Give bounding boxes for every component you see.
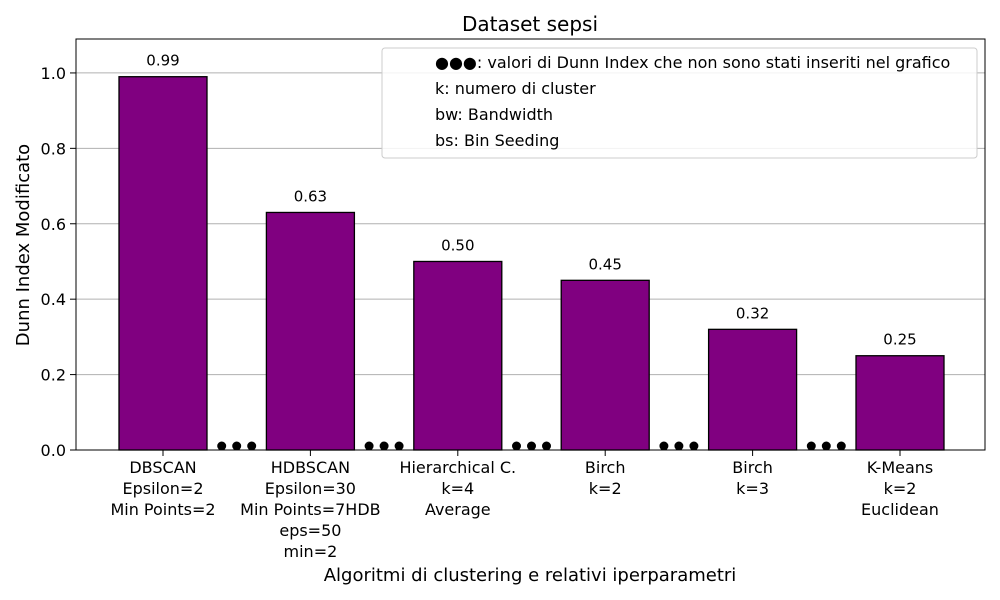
x-tick-label: Epsilon=2 (122, 479, 203, 498)
y-tick-label: 0.2 (41, 366, 66, 385)
x-tick-label: k=2 (589, 479, 622, 498)
gap-marker-dot (659, 441, 669, 451)
gap-markers (217, 441, 846, 451)
y-axis-label: Dunn Index Modificato (13, 144, 34, 346)
x-tick-label: HDBSCAN (271, 458, 350, 477)
x-tick-label: Birch (585, 458, 626, 477)
x-axis-label: Algoritmi di clustering e relativi iperp… (324, 565, 737, 586)
x-tick-label: eps=50 (279, 521, 341, 540)
gap-marker-dot (217, 441, 227, 451)
y-axis: 0.0 0.2 0.4 0.6 0.8 1.0 (41, 64, 76, 460)
legend-entry: bw: Bandwidth (435, 105, 553, 124)
legend-box (381, 47, 978, 159)
bar-value-label: 0.63 (294, 187, 327, 205)
x-tick-label: Hierarchical C. (399, 458, 516, 477)
gap-marker-dot (512, 441, 521, 451)
x-tick-label: Euclidean (861, 500, 939, 519)
y-tick-label: 0.8 (41, 139, 66, 158)
gap-marker-dot (674, 441, 684, 451)
plot-area (75, 38, 986, 451)
legend: ●●●: valori di Dunn Index che non sono s… (381, 47, 978, 159)
gap-marker-dot (247, 441, 257, 451)
x-tick-label: k=3 (736, 479, 769, 498)
y-tick-label: 1.0 (41, 64, 66, 83)
bar-value-label: 0.50 (441, 236, 474, 254)
y-tick-label: 0.4 (41, 290, 66, 309)
x-tick-label: Epsilon=30 (265, 479, 356, 498)
bar (855, 355, 945, 451)
chart-title: Dataset sepsi (462, 12, 598, 36)
bar (413, 260, 503, 451)
bar (265, 211, 356, 451)
x-tick-label: min=2 (284, 542, 338, 561)
gap-marker-dot (821, 441, 831, 451)
y-tick-label: 0.0 (41, 441, 66, 460)
gap-marker-dot (394, 441, 404, 451)
bar-value-label: 0.32 (736, 304, 769, 322)
x-tick-label: k=2 (884, 479, 917, 498)
x-tick-label: Birch (732, 458, 773, 477)
bar-value-label: 0.25 (883, 331, 916, 349)
y-tick-label: 0.6 (41, 215, 66, 234)
bar-value-label: 0.99 (146, 52, 179, 70)
x-tick-label: DBSCAN (129, 458, 196, 477)
gap-marker-dot (232, 441, 242, 451)
legend-entry: ●●●: valori di Dunn Index che non sono s… (435, 53, 950, 72)
x-tick-label: Min Points=7HDB (240, 500, 380, 519)
gap-marker-dot (527, 441, 536, 451)
bar (707, 328, 798, 451)
x-tick-label: Average (425, 500, 491, 519)
gap-marker-dot (689, 441, 699, 451)
gap-marker-dot (836, 441, 846, 451)
x-tick-label: K-Means (867, 458, 934, 477)
bars: 0.99 0.63 0.50 0.45 0.32 0.25 (118, 52, 945, 451)
bar (560, 279, 650, 451)
gap-marker-dot (542, 441, 551, 451)
gap-marker-dot (364, 441, 374, 451)
gap-marker-dot (379, 441, 389, 451)
legend-entry: bs: Bin Seeding (435, 131, 559, 150)
legend-entry: k: numero di cluster (435, 79, 596, 98)
bar-value-label: 0.45 (588, 255, 621, 273)
bar (118, 76, 208, 451)
x-tick-label: Min Points=2 (110, 500, 215, 519)
x-tick-label: k=4 (441, 479, 474, 498)
gap-marker-dot (806, 441, 816, 451)
x-axis: DBSCAN Epsilon=2 Min Points=2 HDBSCAN Epsilo… (110, 450, 939, 561)
